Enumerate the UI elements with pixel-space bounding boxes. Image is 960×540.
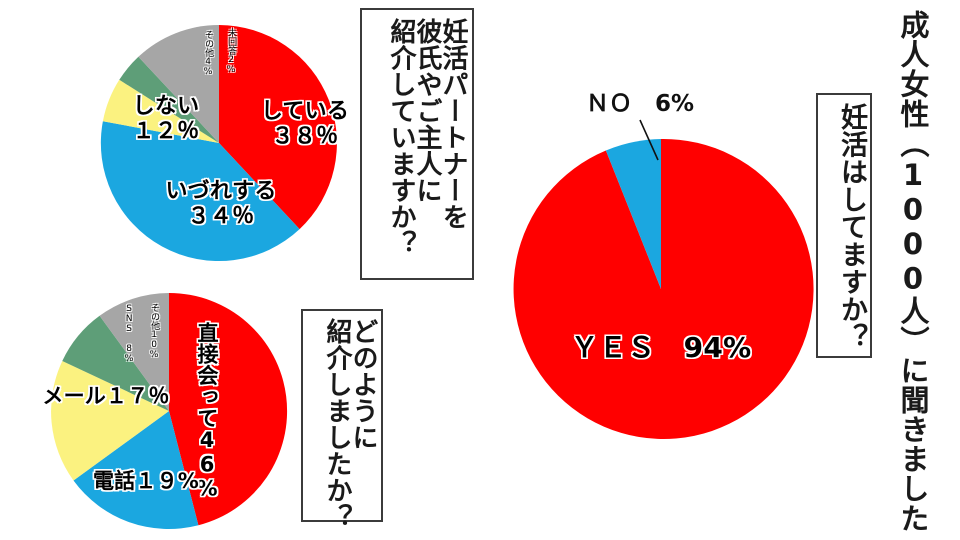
question-box-1-col-2: 彼氏やご主人に	[412, 18, 442, 204]
chart-q1-label-sonota: その他4%	[203, 30, 213, 88]
chart-q2-pie	[510, 138, 814, 440]
slice-chokusetsu	[169, 292, 288, 526]
chart-q1-label-shinai-line1: しない	[132, 94, 200, 119]
question-box-3-col-1: どのように	[348, 318, 378, 451]
slice-mail	[51, 361, 170, 481]
chart-q1-label-izuresuru-line1: いづれする	[165, 179, 277, 204]
slice-no	[605, 139, 661, 289]
question-box-2-col-1: 妊活はしてますか？	[836, 103, 867, 351]
chart-q3-label-sns: SNS 8%	[124, 304, 134, 364]
chart-q1-label-izuresuru-line2: ３４％	[187, 203, 255, 229]
slice-mikaitou	[138, 25, 219, 143]
chart-q3-label-sonota: その他10%	[149, 303, 160, 360]
chart-q2-label-no: ＮＯ 6%	[586, 84, 736, 118]
slice-sonota-3	[99, 293, 169, 411]
chart-q1-pie	[97, 8, 341, 270]
question-box-1-col-1: 妊活パートナーを	[438, 18, 468, 231]
chart-q2-no-leader-line	[639, 119, 659, 161]
chart-q2-svg	[513, 138, 814, 439]
slice-sns	[62, 315, 169, 411]
chart-q1-label-sonota-text: その他4%	[203, 30, 214, 77]
page-headline: 成人女性（1000人）に聞きました	[896, 10, 930, 533]
chart-q3-label-chokusetsu-line1: 直接会って	[195, 322, 220, 429]
chart-q1-label-mikaitou: 未回答2%	[226, 28, 236, 86]
slice-yes	[513, 138, 814, 439]
question-box-1-col-3: 紹介していますか？	[386, 18, 416, 257]
chart-q1-label-shiteiru-line1: している	[260, 99, 350, 124]
chart-q1-label-mikaitou-text: 未回答2%	[226, 28, 237, 75]
chart-q3-label-mail-text: メール１７％	[42, 384, 170, 408]
chart-q3-svg	[51, 292, 288, 530]
chart-q2-label-yes: ＹＥＳ 94%	[566, 332, 756, 363]
chart-q3-label-sonota-text: その他10%	[149, 303, 160, 360]
question-box-1: 妊活パートナーを 彼氏やご主人に 紹介していますか？	[360, 8, 474, 280]
chart-q1-label-shinai: しない １２％	[115, 94, 217, 144]
chart-q3-label-chokusetsu-line3: %	[195, 476, 220, 501]
chart-q2-label-no-text: ＮＯ 6%	[586, 91, 695, 117]
chart-q1-svg	[100, 25, 337, 262]
slice-denwa	[73, 411, 199, 530]
chart-q3-label-denwa-text: 電話１９%	[92, 469, 200, 493]
slice-sonota	[119, 56, 219, 143]
question-box-3: どのように 紹介しましたか？	[301, 309, 383, 531]
question-box-2: 妊活はしてますか？	[816, 93, 872, 358]
chart-q1-label-shiteiru: している ３８％	[247, 99, 363, 149]
chart-q3-label-denwa: 電話１９%	[76, 469, 216, 494]
chart-q1-label-shiteiru-line2: ３８％	[271, 123, 339, 149]
slice-shiteiru	[219, 25, 337, 230]
chart-q3-label-mail: メール１７％	[36, 384, 176, 409]
chart-q3-label-chokusetsu: 直接会って46%	[195, 322, 220, 501]
chart-q1-label-shinai-line2: １２％	[132, 118, 200, 144]
slice-shinai	[102, 79, 219, 143]
chart-q1-label-izuresuru: いづれする ３４％	[146, 179, 296, 229]
chart-q3-pie	[48, 290, 290, 532]
question-box-3-col-2: 紹介しましたか？	[322, 318, 352, 531]
chart-q2-label-yes-text: ＹＥＳ 94%	[570, 331, 752, 364]
chart-q3-label-chokusetsu-line2: 46	[195, 428, 220, 477]
slice-izuresuru	[100, 121, 300, 262]
chart-q3-label-sns-text: SNS 8%	[124, 304, 135, 364]
